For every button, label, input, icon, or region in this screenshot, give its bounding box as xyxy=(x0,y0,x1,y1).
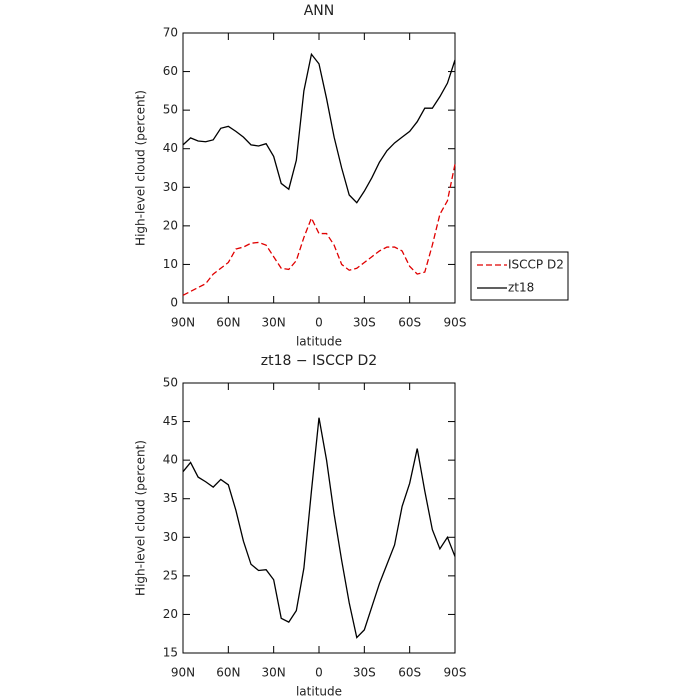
x-tick-label: 90N xyxy=(171,316,195,330)
x-axis-label: latitude xyxy=(296,685,342,699)
y-tick-label: 0 xyxy=(170,296,178,310)
y-tick-label: 35 xyxy=(163,491,178,505)
legend-box xyxy=(470,251,569,301)
x-tick-label: 60N xyxy=(216,316,240,330)
x-tick-label: 60N xyxy=(216,666,240,680)
x-tick-label: 90N xyxy=(171,666,195,680)
y-tick-label: 40 xyxy=(163,141,178,155)
x-tick-label: 30N xyxy=(262,316,286,330)
x-tick-label: 90S xyxy=(444,316,467,330)
data-line xyxy=(182,52,456,204)
data-line xyxy=(182,417,456,639)
x-tick-label: 30S xyxy=(353,666,376,680)
x-tick-label: 0 xyxy=(315,666,323,680)
legend-label: ISCCP D2 xyxy=(508,258,564,272)
plot-frame xyxy=(182,32,456,304)
y-tick-label: 30 xyxy=(163,530,178,544)
plot-frame xyxy=(182,382,456,654)
y-tick-label: 70 xyxy=(163,26,178,40)
y-tick-label: 20 xyxy=(163,607,178,621)
x-tick-label: 60S xyxy=(398,316,421,330)
chart-title: zt18 − ISCCP D2 xyxy=(261,353,377,369)
x-tick-label: 30N xyxy=(262,666,286,680)
x-tick-label: 60S xyxy=(398,666,421,680)
y-tick-label: 25 xyxy=(163,568,178,582)
y-axis-label: High-level cloud (percent) xyxy=(134,90,148,246)
x-tick-label: 30S xyxy=(353,316,376,330)
y-tick-label: 30 xyxy=(163,180,178,194)
y-tick-label: 50 xyxy=(163,376,178,390)
y-tick-label: 20 xyxy=(163,218,178,232)
chart-title: ANN xyxy=(304,3,335,19)
y-tick-label: 60 xyxy=(163,64,178,78)
x-axis-label: latitude xyxy=(296,335,342,349)
y-axis-label: High-level cloud (percent) xyxy=(134,440,148,596)
x-tick-label: 0 xyxy=(315,316,323,330)
x-tick-label: 90S xyxy=(444,666,467,680)
y-tick-label: 10 xyxy=(163,257,178,271)
y-tick-label: 50 xyxy=(163,103,178,117)
y-tick-label: 40 xyxy=(163,453,178,467)
legend-label: zt18 xyxy=(508,281,534,295)
y-tick-label: 15 xyxy=(163,646,178,660)
y-tick-label: 45 xyxy=(163,414,178,428)
data-line xyxy=(182,164,456,296)
